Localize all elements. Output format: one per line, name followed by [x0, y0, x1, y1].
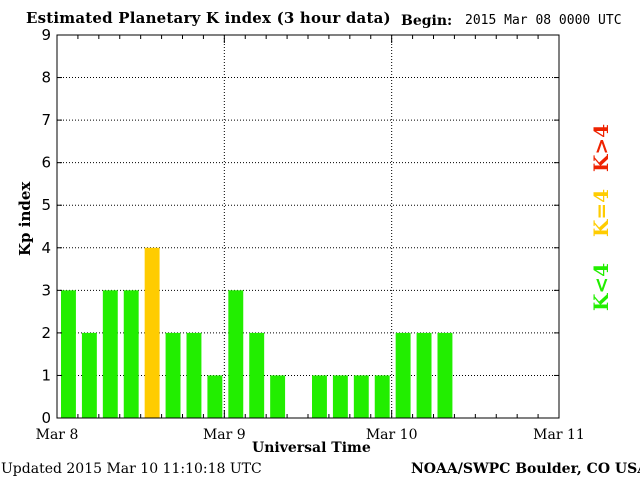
bar: [249, 332, 265, 418]
bar: [81, 332, 97, 418]
x-tick-label: Mar 10: [366, 427, 418, 443]
x-tick-label: Mar 8: [36, 427, 79, 443]
y-tick-label: 3: [41, 281, 51, 299]
bar: [332, 375, 348, 418]
bar: [186, 332, 202, 418]
chart-title: Estimated Planetary K index (3 hour data…: [26, 9, 391, 27]
bar: [102, 290, 118, 418]
bar: [437, 332, 453, 418]
bar: [165, 332, 181, 418]
y-tick-label: 2: [41, 324, 51, 342]
bar: [270, 375, 286, 418]
bar: [228, 290, 244, 418]
y-tick-label: 1: [41, 366, 51, 384]
x-tick-label: Mar 9: [203, 427, 246, 443]
y-tick-label: 0: [41, 409, 51, 427]
y-tick-label: 4: [41, 239, 51, 257]
bar: [123, 290, 139, 418]
begin-label: Begin:: [401, 13, 453, 29]
y-tick-label: 9: [41, 26, 51, 44]
y-tick-label: 5: [41, 196, 51, 214]
bar: [416, 332, 432, 418]
bar: [353, 375, 369, 418]
credit-label: NOAA/SWPC Boulder, CO USA: [411, 461, 640, 477]
bar: [312, 375, 327, 418]
y-tick-label: 7: [41, 111, 51, 129]
bar: [395, 332, 411, 418]
y-tick-label: 8: [41, 69, 51, 87]
x-tick-label: Mar 11: [533, 427, 585, 443]
bar: [207, 375, 223, 418]
legend-item: K>4: [589, 123, 613, 173]
bar: [61, 290, 76, 418]
begin-value: 2015 Mar 08 0000 UTC: [465, 13, 622, 28]
x-axis-label: Universal Time: [252, 440, 371, 456]
updated-timestamp: Updated 2015 Mar 10 11:10:18 UTC: [1, 461, 262, 477]
bar: [374, 375, 390, 418]
bar: [144, 247, 160, 418]
legend-item: K<4: [589, 262, 613, 312]
y-tick-label: 6: [41, 154, 51, 172]
